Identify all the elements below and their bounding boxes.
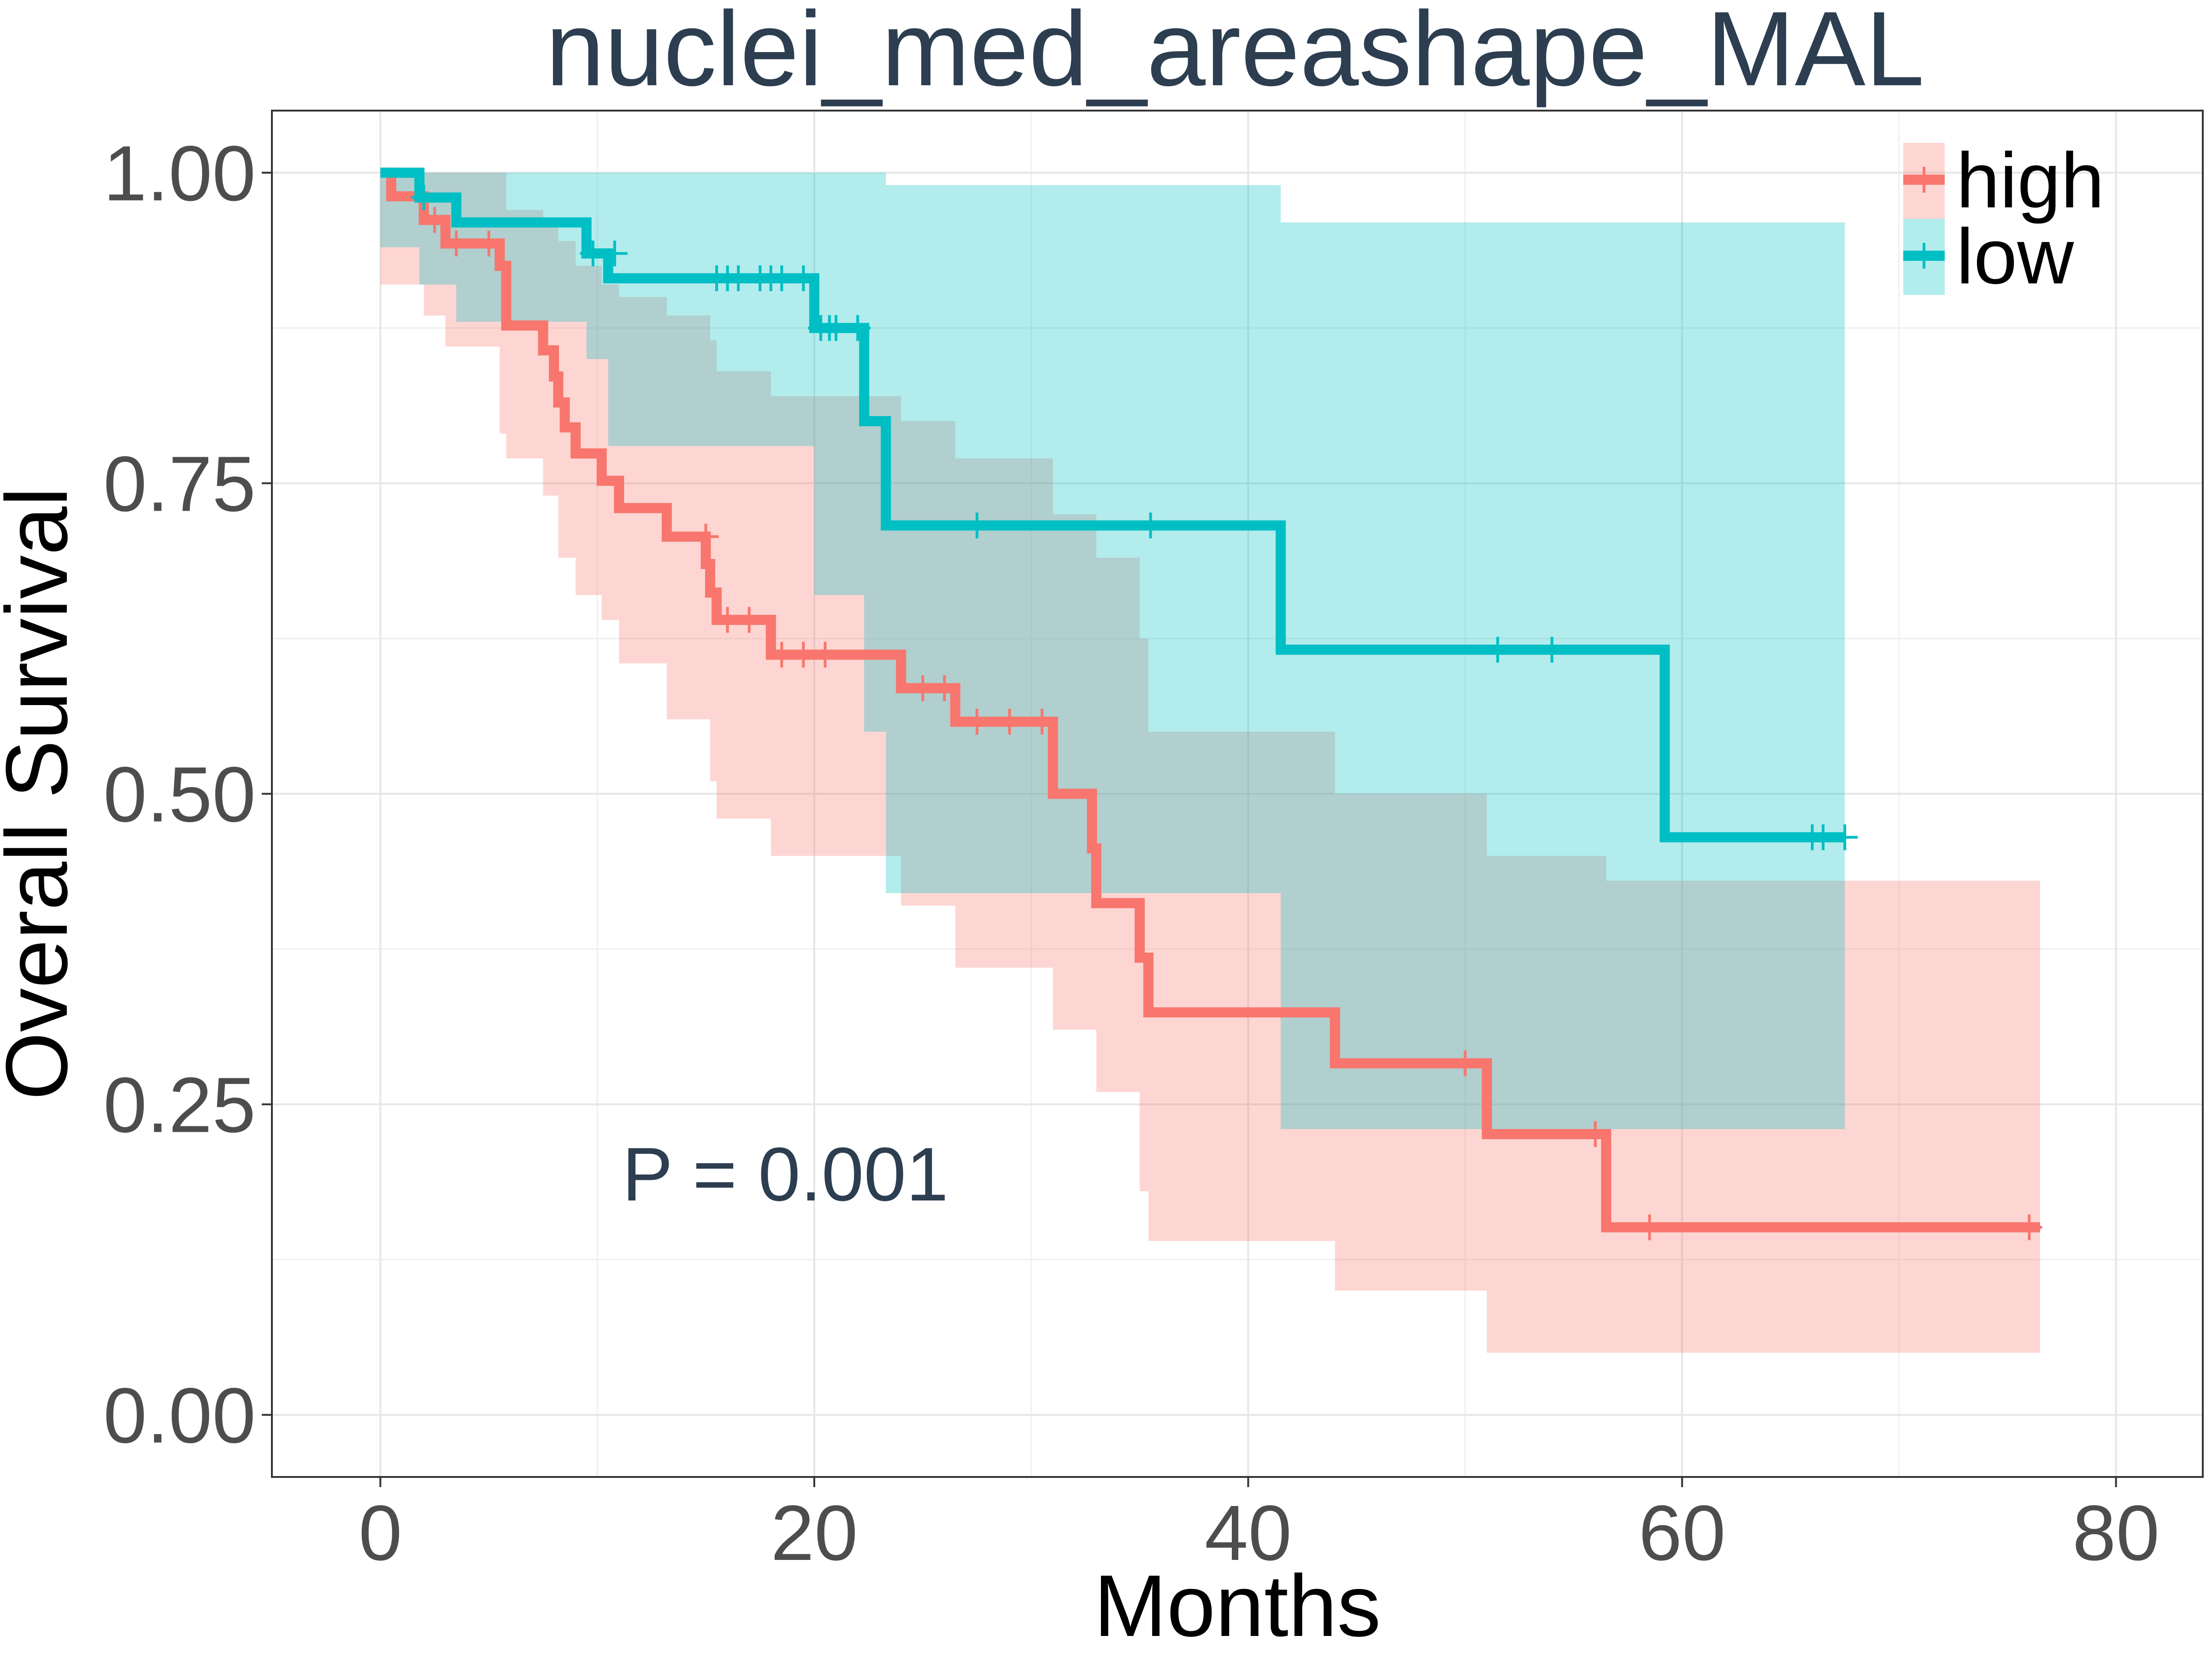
censor-mark-low bbox=[823, 315, 849, 341]
censor-mark-high bbox=[476, 230, 502, 257]
censor-mark-low bbox=[725, 265, 752, 291]
censor-mark-high bbox=[1029, 709, 1055, 735]
censor-marks bbox=[411, 184, 2042, 1241]
survival-line-low bbox=[380, 167, 1845, 842]
x-tick-label: 60 bbox=[1639, 1489, 1726, 1577]
censor-mark-high bbox=[769, 641, 795, 668]
censor-mark-low bbox=[1137, 512, 1164, 539]
x-tick-label: 0 bbox=[359, 1489, 402, 1577]
censor-mark-high bbox=[422, 207, 448, 233]
censor-mark-low bbox=[1810, 824, 1836, 850]
censor-mark-low bbox=[411, 184, 437, 211]
censor-mark-high bbox=[910, 675, 936, 701]
censor-mark-low bbox=[790, 265, 817, 291]
censor-mark-high bbox=[1452, 1050, 1478, 1077]
censor-mark-high bbox=[812, 641, 838, 668]
censor-mark-low bbox=[1539, 636, 1565, 663]
confidence-band-low bbox=[380, 172, 1845, 1130]
censor-mark-low bbox=[601, 240, 628, 266]
x-tick-label: 20 bbox=[771, 1489, 858, 1577]
y-axis-label: Overall Survival bbox=[0, 487, 86, 1100]
legend-label-low: low bbox=[1956, 213, 2074, 300]
confidence-band-high bbox=[380, 172, 2040, 1353]
survival-line-high bbox=[380, 167, 2040, 1233]
y-tick-label: 0.50 bbox=[103, 751, 256, 839]
censor-mark-high bbox=[736, 607, 762, 633]
legend-label-high: high bbox=[1956, 137, 2104, 224]
confidence-bands bbox=[380, 172, 2040, 1353]
censor-mark-high bbox=[443, 230, 470, 257]
x-axis-label: Months bbox=[1094, 1557, 1381, 1655]
censor-mark-low bbox=[1484, 636, 1511, 663]
y-tick-label: 0.25 bbox=[103, 1061, 256, 1149]
p-value-annotation: P = 0.001 bbox=[622, 1132, 948, 1217]
axis-ticks: 0 20 40 60 80 0.00 0.25 0.50 0.75 1.00 bbox=[103, 130, 2159, 1577]
censor-mark-high bbox=[1636, 1214, 1663, 1241]
y-tick-label: 1.00 bbox=[103, 130, 256, 218]
censor-mark-low bbox=[964, 512, 990, 539]
censor-mark-low bbox=[769, 265, 795, 291]
censor-mark-low bbox=[580, 240, 606, 266]
censor-mark-high bbox=[964, 709, 990, 735]
censor-mark-high bbox=[693, 524, 719, 550]
censor-mark-high bbox=[714, 607, 741, 633]
y-tick-label: 0.75 bbox=[103, 441, 256, 528]
censor-mark-low bbox=[1832, 824, 1858, 850]
survival-curves bbox=[380, 167, 2040, 1233]
grid bbox=[272, 111, 2203, 1477]
x-tick-label: 40 bbox=[1205, 1489, 1292, 1577]
y-tick-label: 0.00 bbox=[103, 1372, 256, 1459]
censor-mark-high bbox=[996, 709, 1023, 735]
chart-title: nuclei_med_areashape_MAL bbox=[546, 0, 1924, 108]
censor-mark-high bbox=[1582, 1121, 1608, 1147]
x-tick-label: 80 bbox=[2072, 1489, 2159, 1577]
censor-mark-high bbox=[2016, 1214, 2042, 1241]
censor-mark-low bbox=[845, 315, 871, 341]
censor-mark-high bbox=[790, 641, 817, 668]
censor-mark-high bbox=[931, 675, 958, 701]
